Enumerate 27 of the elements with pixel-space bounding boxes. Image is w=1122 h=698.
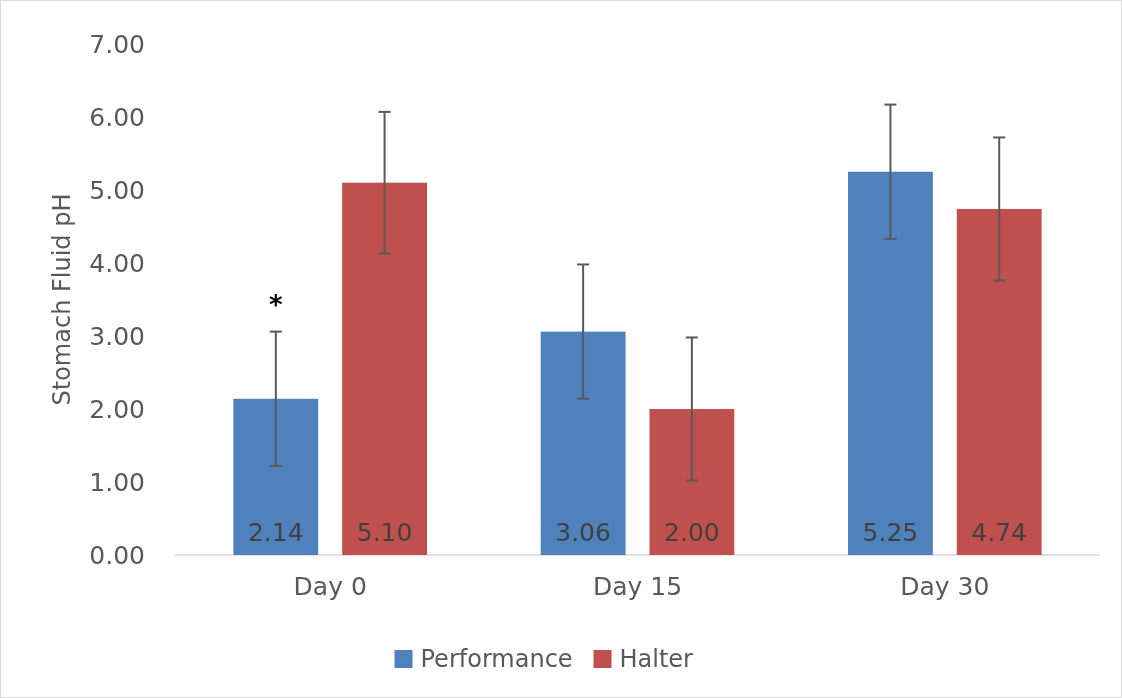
bar [342, 182, 427, 555]
y-tick-label: 6.00 [89, 102, 145, 132]
y-tick-label: 3.00 [89, 321, 145, 351]
legend-label: Performance [420, 645, 573, 674]
y-axis-title: Stomach Fluid pH [48, 193, 76, 406]
x-tick-label: Day 15 [592, 572, 683, 601]
bar [956, 208, 1042, 555]
y-tick-label: 5.00 [89, 175, 145, 205]
bar [848, 171, 933, 555]
bar [649, 409, 735, 555]
data-label: 2.00 [664, 518, 720, 547]
x-tick-label: Day 0 [293, 572, 367, 601]
legend-label: Halter [619, 645, 694, 674]
y-tick-label: 1.00 [89, 467, 145, 497]
data-label: 4.74 [971, 518, 1028, 547]
annotation: * [269, 289, 283, 320]
y-tick-label: 7.00 [89, 29, 145, 59]
data-label: 2.14 [247, 518, 304, 547]
data-label: 5.10 [356, 518, 413, 547]
data-label: 3.06 [555, 518, 611, 547]
y-tick-label: 4.00 [89, 248, 145, 278]
bar [233, 398, 319, 555]
x-tick-label: Day 30 [900, 572, 990, 601]
y-tick-label: 2.00 [89, 394, 145, 424]
bar [540, 331, 626, 555]
y-tick-label: 0.00 [89, 540, 145, 570]
data-label: 5.25 [862, 518, 919, 547]
